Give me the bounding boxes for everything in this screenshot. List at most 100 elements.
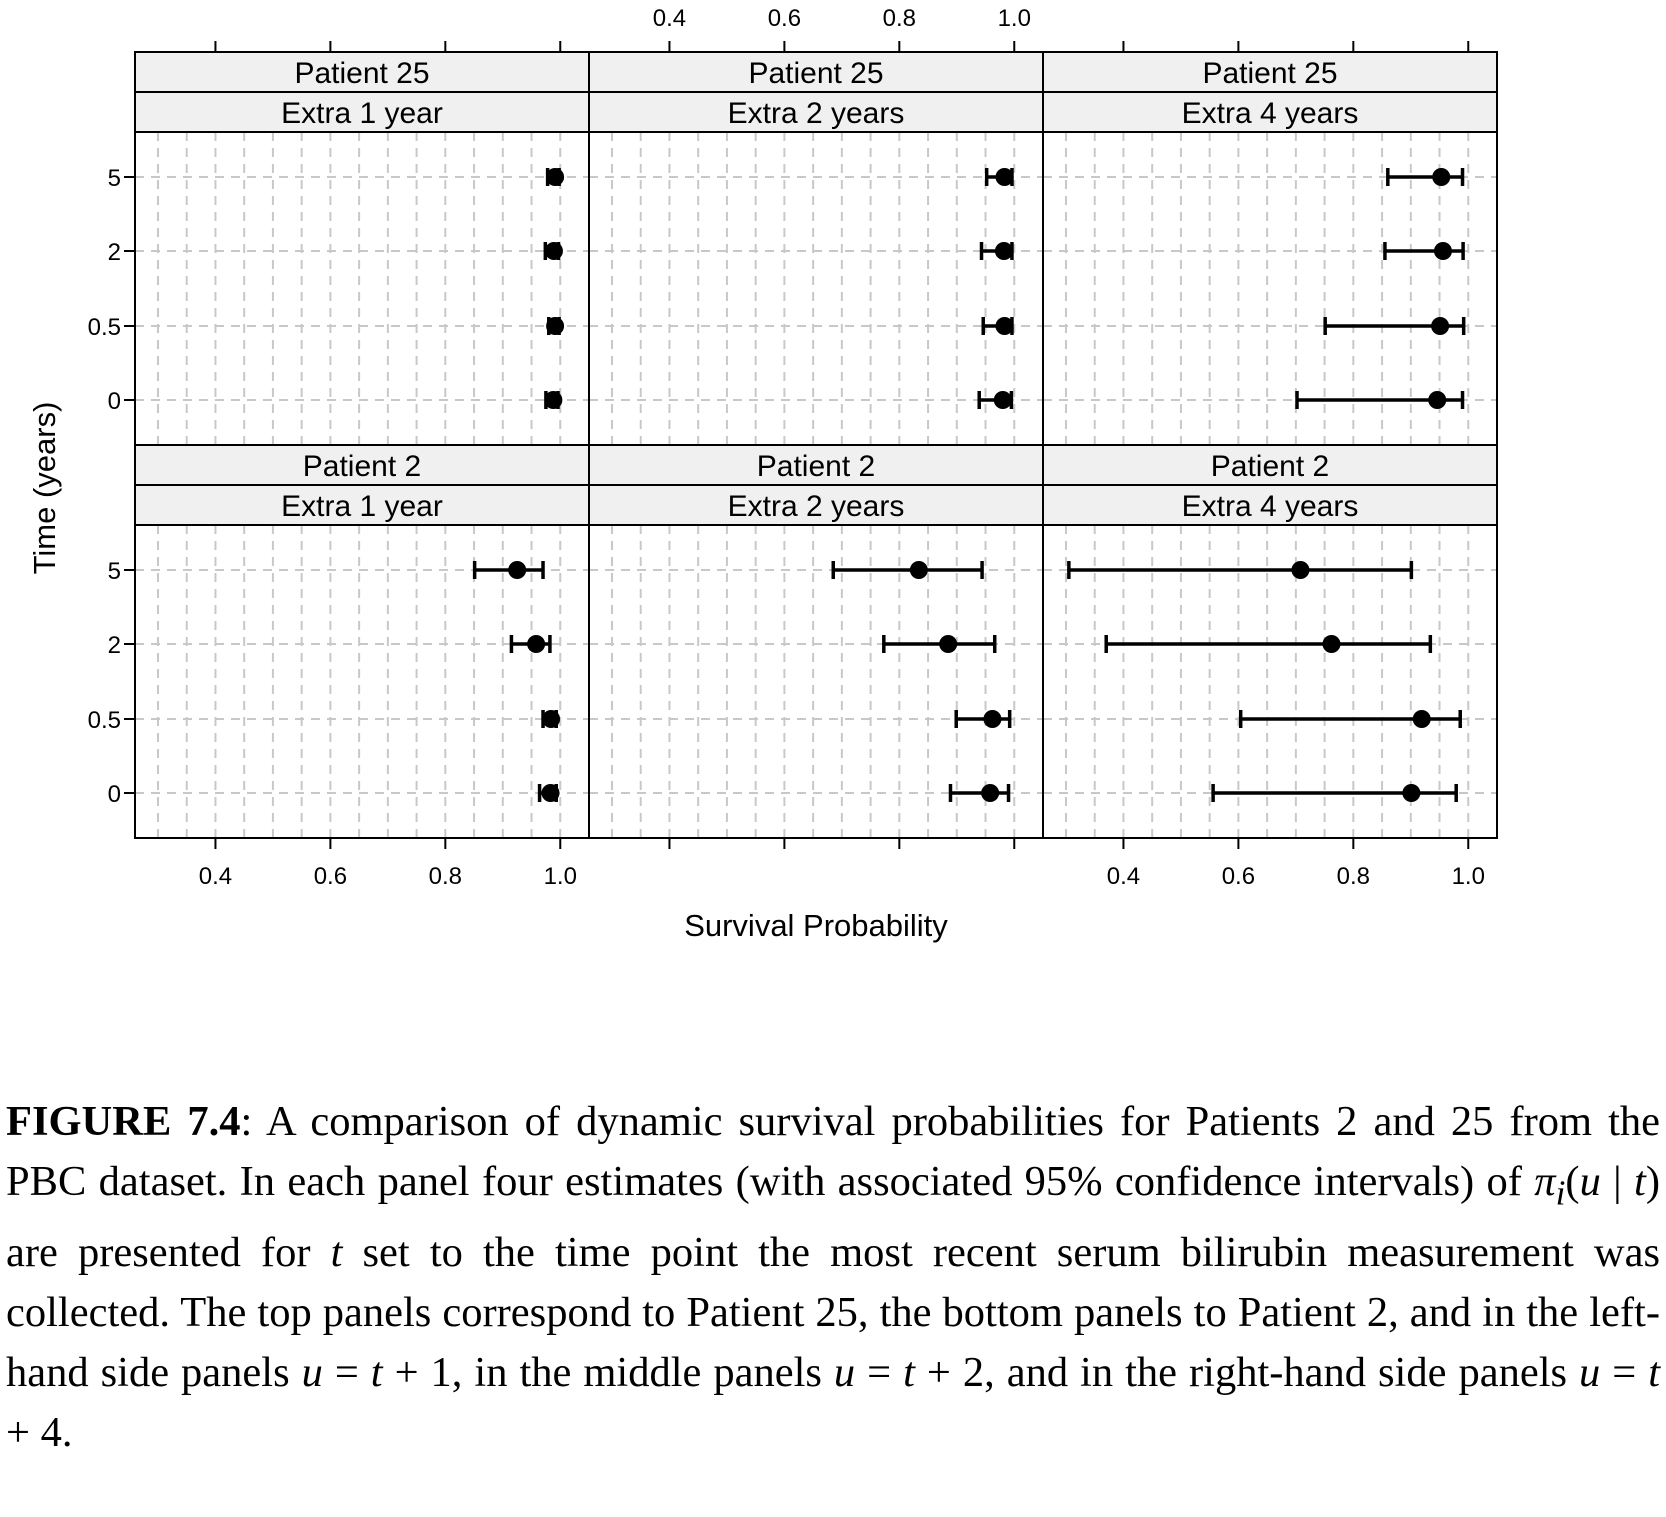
strip-extra	[134, 484, 590, 526]
caption-text: , in the middle panels	[451, 1348, 834, 1396]
strip-patient	[134, 444, 590, 486]
x-tick-label: 0.6	[1222, 863, 1255, 890]
caption-math: + 1	[382, 1348, 452, 1396]
estimate-point	[1291, 561, 1310, 579]
x-tick-label: 0.4	[1107, 863, 1140, 890]
estimate-point	[983, 710, 1002, 728]
caption-text: set to the time point the most recent se…	[6, 1228, 1661, 1396]
strip-extra-label: Extra 2 years	[728, 490, 905, 523]
x-tick-label: 0.8	[883, 5, 916, 32]
panel-border	[588, 131, 1044, 446]
caption-math: u	[833, 1348, 856, 1396]
panel-grid	[1043, 132, 1497, 445]
strip-extra-label: Extra 4 years	[1182, 97, 1359, 130]
y-tick-label: 5	[108, 558, 121, 585]
panel-border	[134, 131, 590, 446]
strip-patient	[134, 51, 590, 93]
estimate-point	[542, 710, 561, 728]
caption-math: t	[330, 1228, 343, 1276]
caption-text: : A comparison of dynamic survival proba…	[6, 1098, 1660, 1205]
x-tick-label: 0.8	[1337, 863, 1370, 890]
strip-extra-label: Extra 1 year	[281, 490, 443, 523]
estimate-point	[981, 784, 1000, 802]
estimate-point	[508, 561, 527, 579]
caption-math: t	[1648, 1348, 1661, 1396]
caption-math: π	[1534, 1158, 1556, 1205]
strip-extra-label: Extra 2 years	[728, 97, 905, 130]
panel-border	[588, 524, 1044, 839]
estimate-point	[995, 168, 1014, 186]
estimate-point	[909, 561, 928, 579]
figure-caption: FIGURE 7.4: A comparison of dynamic surv…	[6, 1092, 1660, 1463]
strip-extra	[1042, 484, 1498, 526]
caption-math: i	[1555, 1172, 1566, 1213]
y-tick-label: 0	[108, 388, 121, 415]
estimate-point	[544, 242, 563, 260]
strip-patient-label: Patient 2	[303, 450, 421, 483]
estimate-point	[1433, 242, 1452, 260]
panel-grid	[589, 525, 1043, 838]
estimate-point	[1412, 710, 1431, 728]
estimate-point	[1432, 168, 1451, 186]
estimate-point	[1322, 635, 1341, 653]
strip-extra	[134, 91, 590, 133]
x-tick-label: 0.4	[653, 5, 686, 32]
x-tick-label: 0.4	[199, 863, 232, 890]
y-axis-title: Time (years)	[27, 402, 62, 575]
y-tick-label: 0	[108, 781, 121, 808]
caption-math: u	[1579, 1158, 1601, 1205]
estimate-point	[544, 391, 563, 409]
strip-patient-label: Patient 25	[1202, 57, 1337, 90]
caption-math: (	[1565, 1158, 1580, 1205]
estimate-point	[546, 317, 565, 335]
strip-patient	[588, 51, 1044, 93]
estimate-point	[546, 168, 565, 186]
estimate-point	[1402, 784, 1421, 802]
panel-border	[1042, 131, 1498, 446]
caption-math: + 2	[914, 1348, 985, 1396]
caption-math: t	[1634, 1158, 1646, 1205]
panel-grid	[1043, 525, 1497, 838]
estimate-point	[939, 635, 958, 653]
caption-math: |	[1600, 1158, 1635, 1205]
caption-label: FIGURE 7.4	[6, 1098, 241, 1145]
panel-grid	[135, 132, 589, 445]
estimate-point	[541, 784, 560, 802]
strip-patient	[588, 444, 1044, 486]
y-tick-label: 2	[108, 632, 121, 659]
caption-text: are presented for	[6, 1228, 331, 1276]
caption-math: t	[903, 1348, 915, 1396]
caption-math: )	[1645, 1158, 1660, 1205]
estimate-point	[995, 317, 1014, 335]
strip-patient-label: Patient 25	[294, 57, 429, 90]
caption-math: u	[1579, 1348, 1601, 1396]
panel-grid	[589, 132, 1043, 445]
x-axis-title: Survival Probability	[684, 908, 948, 943]
chart-figure: Patient 25 Extra 1 year Patient 25 Extra 2 …	[27, 5, 1498, 943]
caption-text: .	[61, 1408, 73, 1456]
caption-math: u	[301, 1348, 323, 1396]
x-tick-label: 1.0	[998, 5, 1031, 32]
strip-patient-label: Patient 2	[757, 450, 875, 483]
strip-extra	[588, 484, 1044, 526]
y-tick-label: 0.5	[88, 314, 121, 341]
y-tick-label: 0.5	[88, 707, 121, 734]
caption-math: + 4	[6, 1408, 62, 1456]
panel-grid	[135, 525, 589, 838]
caption-math: =	[322, 1348, 371, 1396]
estimate-point	[527, 635, 546, 653]
strip-patient-label: Patient 2	[1211, 450, 1329, 483]
strip-patient-label: Patient 25	[748, 57, 883, 90]
x-tick-label: 0.8	[429, 863, 462, 890]
x-tick-label: 1.0	[1452, 863, 1485, 890]
y-tick-label: 5	[108, 165, 121, 192]
strip-extra-label: Extra 4 years	[1182, 490, 1359, 523]
estimate-point	[1431, 317, 1450, 335]
strip-extra	[1042, 91, 1498, 133]
strip-extra	[588, 91, 1044, 133]
caption-math: =	[855, 1348, 904, 1396]
estimate-point	[993, 391, 1012, 409]
x-tick-label: 0.6	[314, 863, 347, 890]
panel-border	[1042, 524, 1498, 839]
